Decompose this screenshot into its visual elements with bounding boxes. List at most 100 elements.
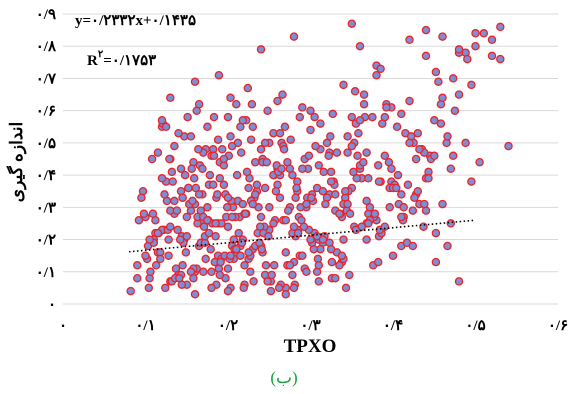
data-point xyxy=(403,180,413,190)
data-point xyxy=(229,235,239,244)
y-tick-label: ۰/۳ xyxy=(36,200,56,216)
data-point xyxy=(201,254,210,264)
data-point xyxy=(217,145,227,154)
data-point xyxy=(181,248,191,257)
data-point xyxy=(399,203,408,212)
data-point xyxy=(335,209,344,219)
data-point xyxy=(156,254,165,264)
x-tick-label: ۰/۵ xyxy=(465,318,485,334)
data-point xyxy=(133,273,142,283)
data-point xyxy=(434,77,443,86)
data-point xyxy=(382,103,391,112)
data-point xyxy=(430,151,439,161)
x-tick-label: ۰/۱ xyxy=(135,318,155,334)
data-point xyxy=(306,235,315,244)
data-point xyxy=(176,164,186,173)
data-point xyxy=(340,186,350,196)
data-point xyxy=(275,193,285,202)
data-point xyxy=(183,112,192,122)
data-point xyxy=(137,193,146,202)
data-point xyxy=(191,183,201,193)
data-point xyxy=(167,167,177,177)
data-point xyxy=(410,193,419,202)
data-point xyxy=(288,270,297,280)
data-point xyxy=(153,228,163,238)
data-point xyxy=(285,164,295,173)
data-point xyxy=(244,183,253,193)
data-point xyxy=(353,151,362,161)
data-point xyxy=(419,222,428,231)
data-point xyxy=(223,112,233,122)
data-point xyxy=(392,122,402,132)
y-tick-label: ۰/۸ xyxy=(36,39,57,55)
data-point xyxy=(264,232,273,241)
data-point xyxy=(424,174,433,183)
data-point xyxy=(238,199,248,209)
data-point xyxy=(166,222,175,231)
data-point xyxy=(209,112,219,122)
data-point xyxy=(326,132,335,141)
data-point xyxy=(362,196,371,206)
data-point xyxy=(331,190,340,199)
data-point xyxy=(198,164,207,173)
data-point xyxy=(203,122,212,132)
data-point xyxy=(267,270,276,280)
data-point xyxy=(454,90,464,99)
data-point xyxy=(318,186,328,196)
data-point xyxy=(275,128,285,138)
data-point xyxy=(365,203,375,212)
data-point xyxy=(166,93,175,103)
data-point xyxy=(232,244,241,254)
data-point xyxy=(411,154,421,164)
data-point xyxy=(250,190,260,199)
r-squared-letter: R xyxy=(87,53,98,69)
data-point xyxy=(405,138,414,148)
r-squared: R۲=۰/۱۷۵۳ xyxy=(87,49,156,69)
data-point xyxy=(241,209,250,219)
data-point xyxy=(226,93,235,103)
data-point xyxy=(355,41,365,51)
data-point xyxy=(187,164,196,173)
data-point xyxy=(203,215,212,225)
data-point xyxy=(291,193,300,202)
data-point xyxy=(278,90,287,99)
data-point xyxy=(223,264,233,273)
data-point xyxy=(190,290,200,299)
data-point xyxy=(232,99,241,109)
data-point xyxy=(222,203,232,212)
data-point xyxy=(211,219,220,228)
data-point xyxy=(219,154,229,164)
data-point xyxy=(310,112,319,122)
data-point xyxy=(364,219,373,228)
data-point xyxy=(244,248,253,257)
data-point xyxy=(227,212,237,222)
y-tick-label: ۰/۱ xyxy=(36,265,56,281)
data-point xyxy=(496,54,505,64)
data-point xyxy=(153,148,163,157)
data-point xyxy=(279,145,289,154)
data-point xyxy=(292,183,301,193)
data-point xyxy=(326,244,336,254)
data-point xyxy=(246,267,255,277)
data-point xyxy=(208,180,218,190)
data-point xyxy=(302,267,311,277)
data-point xyxy=(297,215,306,225)
data-point xyxy=(164,251,173,260)
data-point xyxy=(266,286,276,296)
figure-caption: (ب) xyxy=(270,368,298,387)
data-point xyxy=(234,228,243,238)
data-point xyxy=(223,193,233,202)
data-point xyxy=(385,203,394,212)
data-point xyxy=(178,261,187,270)
data-point xyxy=(281,248,291,257)
y-axis-label: اندازه گیری xyxy=(6,122,27,202)
data-point xyxy=(331,273,340,283)
data-point xyxy=(326,177,336,186)
data-point xyxy=(274,283,284,293)
data-point xyxy=(157,116,167,125)
data-point xyxy=(194,145,203,154)
data-point xyxy=(479,29,489,38)
data-point xyxy=(232,170,242,180)
data-point xyxy=(256,145,266,154)
data-point xyxy=(227,141,237,151)
